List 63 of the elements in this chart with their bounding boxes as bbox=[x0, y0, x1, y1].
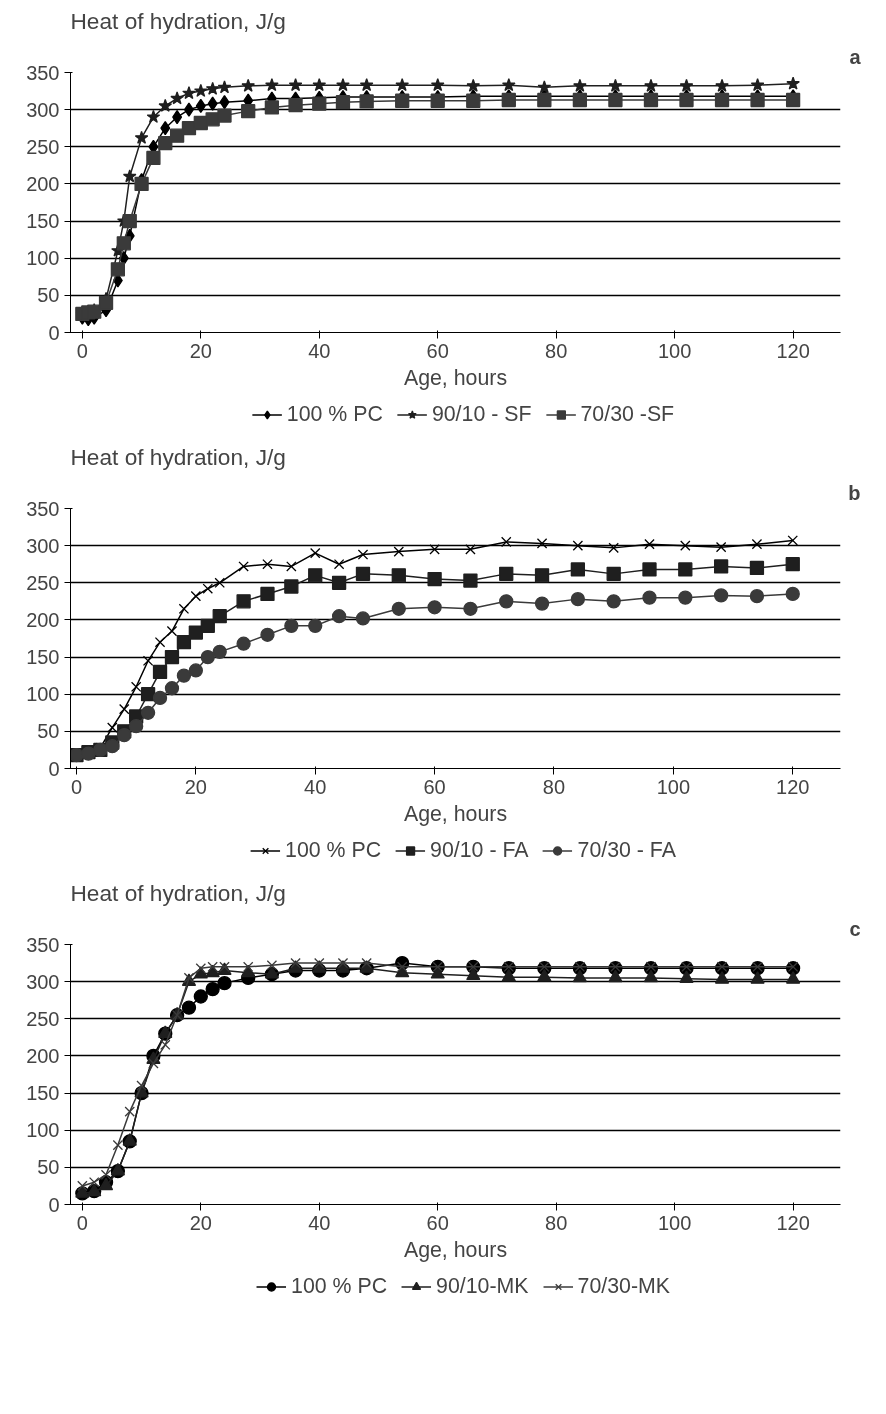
x-tick-label: 0 bbox=[70, 775, 83, 798]
x-tick-label: 20 bbox=[184, 775, 207, 798]
x-tick-label: 0 bbox=[76, 1211, 88, 1234]
chart-title: Heat of hydration, J/g bbox=[70, 443, 286, 470]
y-tick-label: 200 bbox=[26, 172, 60, 195]
x-tick-label: 40 bbox=[308, 1211, 331, 1234]
text: a bbox=[849, 45, 862, 68]
legend-label: 70/30 - FA bbox=[577, 837, 676, 863]
x-tick-label: 100 bbox=[657, 1211, 692, 1234]
y-tick-label: 150 bbox=[26, 210, 60, 233]
x-tick-label: 60 bbox=[423, 775, 446, 798]
legend-label: 100 % PC bbox=[291, 1273, 388, 1299]
x-axis-title: Age, hours bbox=[403, 801, 508, 826]
x-tick-label: 100 bbox=[657, 339, 692, 362]
chart-title: Heat of hydration, J/g bbox=[70, 7, 286, 34]
y-tick-label: 150 bbox=[26, 1082, 60, 1105]
x-tick-label: 100 bbox=[656, 775, 691, 798]
x-tick-label: 80 bbox=[545, 1211, 568, 1234]
y-tick-label: 300 bbox=[26, 970, 60, 993]
y-tick-label: 0 bbox=[48, 321, 60, 344]
x-axis-title: Age, hours bbox=[403, 365, 508, 390]
legend-label: 100 % PC bbox=[286, 401, 383, 427]
y-tick-label: 0 bbox=[48, 757, 60, 780]
text: b bbox=[848, 481, 861, 504]
y-tick-label: 250 bbox=[26, 1007, 60, 1030]
y-tick-label: 0 bbox=[48, 1193, 60, 1216]
x-tick-label: 120 bbox=[776, 1211, 810, 1234]
x-tick-label: 0 bbox=[76, 339, 88, 362]
x-tick-label: 120 bbox=[776, 339, 810, 362]
x-tick-label: 80 bbox=[545, 339, 568, 362]
legend-label: 90/10 - SF bbox=[431, 401, 532, 427]
y-tick-label: 150 bbox=[26, 646, 60, 669]
y-tick-label: 50 bbox=[37, 284, 60, 307]
y-tick-label: 350 bbox=[26, 497, 60, 520]
x-tick-label: 40 bbox=[308, 339, 331, 362]
y-tick-label: 50 bbox=[37, 1156, 60, 1179]
y-tick-label: 200 bbox=[26, 608, 60, 631]
y-tick-label: 100 bbox=[26, 683, 60, 706]
y-tick-label: 250 bbox=[26, 135, 60, 158]
x-tick-label: 60 bbox=[426, 339, 449, 362]
x-axis-title: Age, hours bbox=[403, 1237, 508, 1262]
x-tick-label: 20 bbox=[189, 1211, 212, 1234]
chart-title: Heat of hydration, J/g bbox=[70, 879, 286, 906]
legend-label: 70/30 -SF bbox=[580, 401, 675, 427]
y-tick-label: 100 bbox=[26, 247, 60, 270]
y-tick-label: 350 bbox=[26, 933, 60, 956]
y-tick-label: 300 bbox=[26, 98, 60, 121]
legend-label: 90/10-MK bbox=[436, 1273, 529, 1299]
legend-label: 90/10 - FA bbox=[430, 837, 529, 863]
x-tick-label: 60 bbox=[426, 1211, 449, 1234]
x-tick-label: 40 bbox=[304, 775, 327, 798]
text: c bbox=[849, 917, 861, 940]
legend-label: 100 % PC bbox=[285, 837, 382, 863]
y-tick-label: 300 bbox=[26, 534, 60, 557]
x-tick-label: 80 bbox=[542, 775, 566, 798]
legend-label: 70/30-MK bbox=[577, 1273, 670, 1299]
y-tick-label: 100 bbox=[26, 1119, 60, 1142]
y-tick-label: 250 bbox=[26, 571, 60, 594]
x-tick-label: 120 bbox=[776, 775, 810, 798]
x-tick-label: 20 bbox=[189, 339, 212, 362]
y-tick-label: 200 bbox=[26, 1044, 60, 1067]
y-tick-label: 350 bbox=[26, 61, 60, 84]
y-tick-label: 50 bbox=[37, 720, 60, 743]
